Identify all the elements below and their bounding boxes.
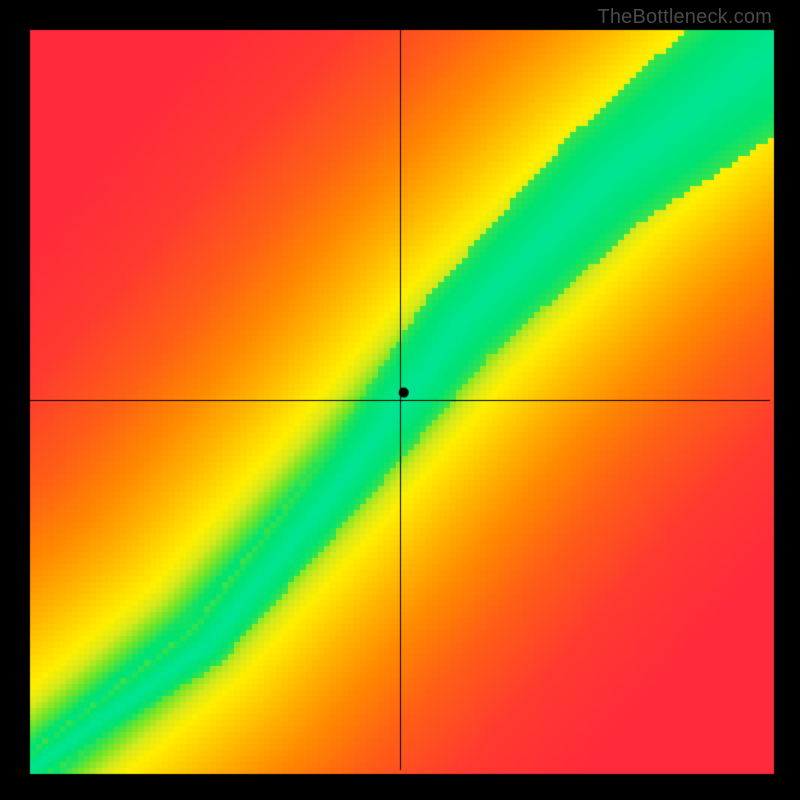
chart-container: TheBottleneck.com [0,0,800,800]
watermark-text: TheBottleneck.com [597,6,772,29]
bottleneck-heatmap-canvas [0,0,800,800]
